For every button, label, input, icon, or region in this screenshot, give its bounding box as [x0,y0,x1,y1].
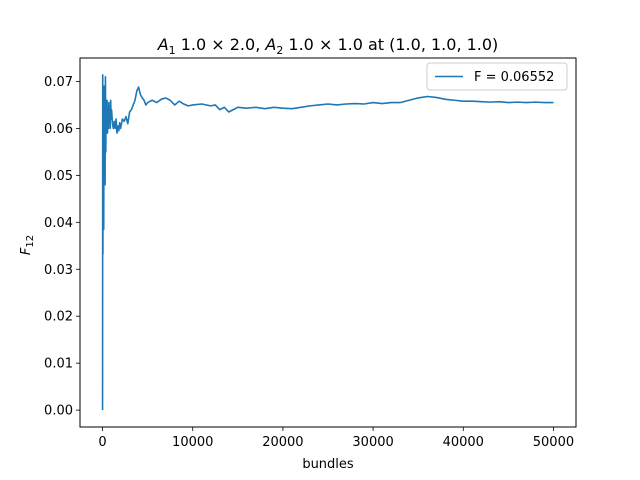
x-tick-label: 10000 [172,435,213,450]
y-tick-label: 0.07 [44,75,73,90]
x-tick-label: 50000 [533,435,574,450]
title-a1: A [157,35,169,54]
legend-box [426,62,568,91]
y-tick-label: 0.05 [44,169,73,184]
y-axis-label-main: F [19,247,34,255]
y-tick-label: 0.02 [44,310,73,325]
title-a1-rest: 1.0 × 2.0, [176,35,266,54]
x-tick-label: 0 [98,435,106,450]
y-tick-label: 0.04 [44,216,73,231]
y-tick-label: 0.03 [44,263,73,278]
y-tick-label: 0.06 [44,122,73,137]
x-tick-label: 40000 [443,435,484,450]
title-a2: A [264,35,276,54]
y-axis-label-subscript: 12 [25,235,36,248]
x-axis-label: bundles [302,457,354,472]
y-tick-label: 0.00 [44,404,73,419]
plot-area [101,74,554,411]
title-a2-rest: 1.0 × 1.0 at (1.0, 1.0, 1.0) [283,35,498,54]
x-tick-label: 20000 [262,435,303,450]
title-a2-subscript: 2 [276,44,283,57]
legend: F = 0.06552 [426,62,568,91]
title-a1-subscript: 1 [169,44,176,57]
x-tick-label: 30000 [352,435,393,450]
y-axis-ticks: 0.00 0.01 0.02 0.03 0.04 0.05 0.06 0.07 [44,75,80,419]
x-axis-ticks: 0 10000 20000 30000 40000 50000 [98,427,574,450]
y-tick-label: 0.01 [44,357,73,372]
y-axis-label: F12 [19,235,36,255]
axes-frame [79,57,577,428]
chart-title: A1 1.0 × 2.0, A2 1.0 × 1.0 at (1.0, 1.0,… [157,35,499,57]
legend-label-series-1: F = 0.06552 [474,70,554,85]
series-line-1 [101,74,554,411]
